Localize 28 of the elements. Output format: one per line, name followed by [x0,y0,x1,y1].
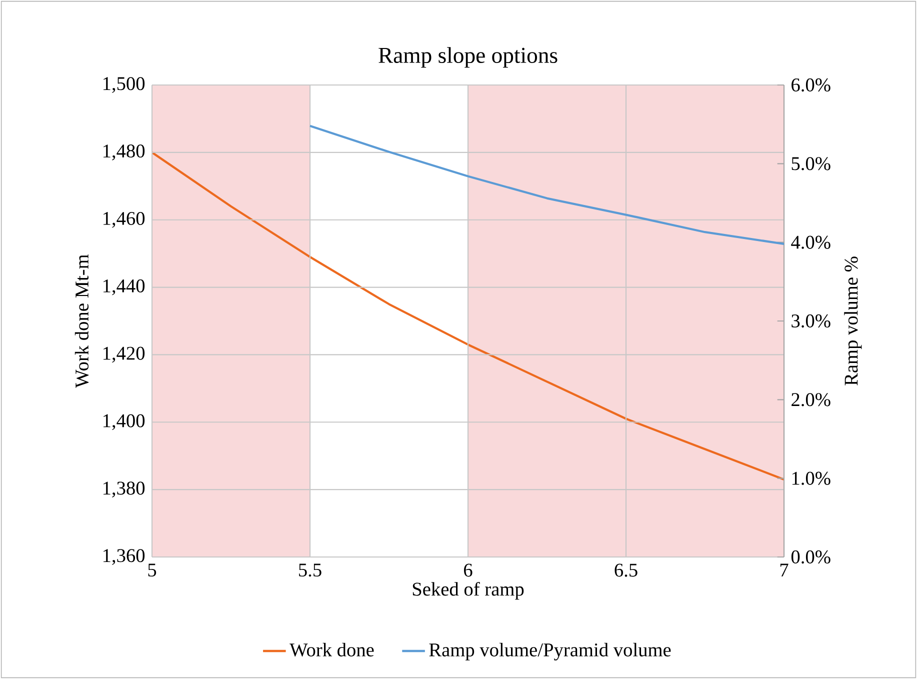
y2-tick-label: 6.0% [792,78,830,92]
y-tick-label: 1,380 [103,482,145,498]
legend-label: Ramp volume/Pyramid volume [429,642,671,660]
line-series [308,124,784,245]
y2-axis-title: Ramp volume % [844,256,862,386]
x-tick-label: 7 [780,564,788,576]
chart-title: Ramp slope options [378,47,558,68]
y-tick-label: 1,480 [103,144,145,160]
legend-label: Work done [290,642,374,657]
y-axis-title: Work done Mt-m [74,254,89,388]
y2-tick-label: 4.0% [791,236,830,249]
x-axis-title: Seked of ramp [412,582,524,600]
y2-tick-label: 1.0% [792,472,830,485]
x-tick-label: 6.5 [614,564,638,577]
y-tick-label: 1,460 [103,212,145,228]
y-tick-label: 1,360 [103,549,145,565]
y2-tick-label: 5.0% [792,157,830,170]
y2-tick-label: 3.0% [792,314,830,328]
y2-tick-label: 0.0% [791,550,830,564]
y-tick-label: 1,400 [103,414,145,430]
y2-tick-label: 2.0% [792,393,830,406]
y-tick-label: 1,440 [103,279,145,296]
x-tick-label: 5.5 [299,564,322,577]
y-tick-label: 1,420 [103,346,145,363]
y-tick-label: 1,500 [103,77,145,93]
x-tick-label: 5 [148,564,156,577]
x-tick-label: 6 [464,564,472,577]
line-series [152,151,784,481]
